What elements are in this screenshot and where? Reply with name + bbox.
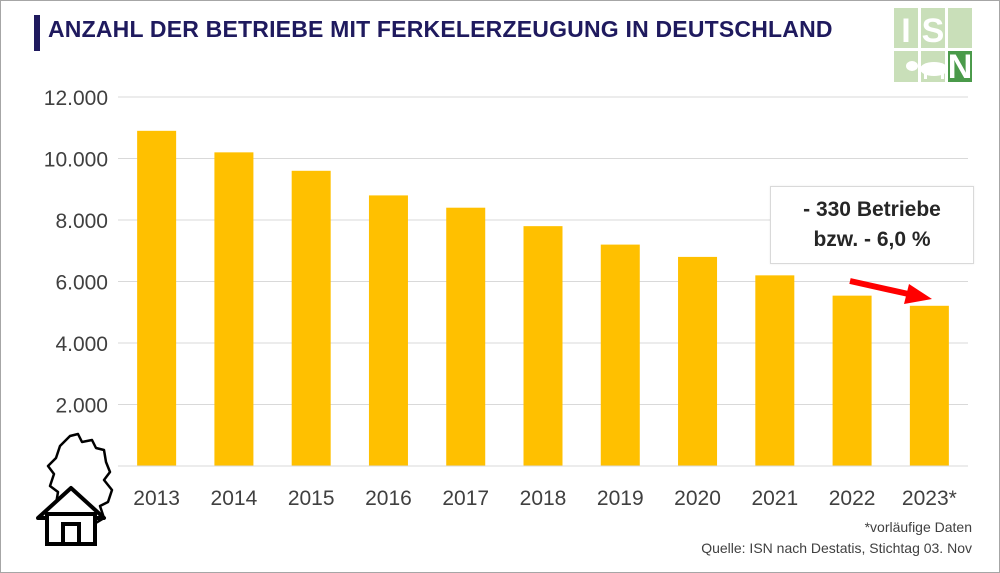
annotation-line-2: bzw. - 6,0 % [813, 228, 931, 251]
logo-tile-1 [894, 8, 918, 48]
isn-logo: I S N [894, 8, 972, 82]
logo-tile-3 [948, 8, 972, 48]
x-tick-label: 2015 [288, 487, 335, 510]
x-tick-label: 2019 [597, 487, 644, 510]
bars [137, 130, 949, 467]
chart-title: ANZAHL DER BETRIEBE MIT FERKELERZEUGUNG … [48, 16, 833, 42]
bar-2021 [755, 275, 795, 466]
x-tick-label: 2014 [211, 487, 258, 510]
y-axis-ticks: 2.000 4.000 6.000 8.000 10.000 12.000 [44, 87, 108, 418]
y-tick-label: 2.000 [55, 395, 108, 418]
decline-arrow-icon [849, 278, 932, 304]
bar-2022 [832, 295, 872, 466]
y-tick-label: 6.000 [55, 272, 108, 295]
bar-2018 [523, 226, 563, 466]
y-tick-label: 12.000 [44, 87, 108, 110]
y-tick-label: 8.000 [55, 210, 108, 233]
bar-2015 [291, 170, 331, 467]
logo-tile-2 [921, 8, 945, 48]
x-tick-label: 2022 [829, 487, 876, 510]
x-tick-label: 2020 [674, 487, 721, 510]
logo-tile-6 [948, 51, 972, 82]
logo-letter-i: I [901, 12, 910, 50]
bar-2017 [446, 207, 486, 466]
bar-2020 [678, 256, 718, 466]
bar-2016 [368, 195, 408, 466]
y-tick-label: 4.000 [55, 333, 108, 356]
house-icon [36, 486, 106, 546]
logo-letter-n: N [948, 48, 972, 82]
bar-2013 [137, 130, 177, 466]
pig-icon [906, 61, 948, 79]
x-tick-label: 2023* [902, 487, 957, 510]
bar-2019 [600, 244, 640, 466]
annotation-callout: - 330 Betriebe bzw. - 6,0 % [770, 186, 974, 264]
x-tick-label: 2021 [751, 487, 798, 510]
bar-2023 [909, 305, 949, 466]
title-accent-bar [34, 15, 40, 51]
bar-2014 [214, 152, 254, 466]
x-axis-ticks: 2013 2014 2015 2016 2017 2018 2019 2020 2021 2022… [133, 487, 957, 510]
y-tick-label: 10.000 [44, 149, 108, 172]
x-tick-label: 2018 [520, 487, 567, 510]
logo-letter-s: S [922, 12, 945, 50]
x-tick-label: 2017 [442, 487, 489, 510]
x-tick-label: 2016 [365, 487, 412, 510]
x-tick-label: 2013 [133, 487, 180, 510]
germany-map-icon [36, 432, 114, 546]
footnote: *vorläufige Daten [864, 519, 972, 535]
annotation-line-1: - 330 Betriebe [803, 198, 941, 221]
source-note: Quelle: ISN nach Destatis, Stichtag 03. … [701, 540, 972, 556]
